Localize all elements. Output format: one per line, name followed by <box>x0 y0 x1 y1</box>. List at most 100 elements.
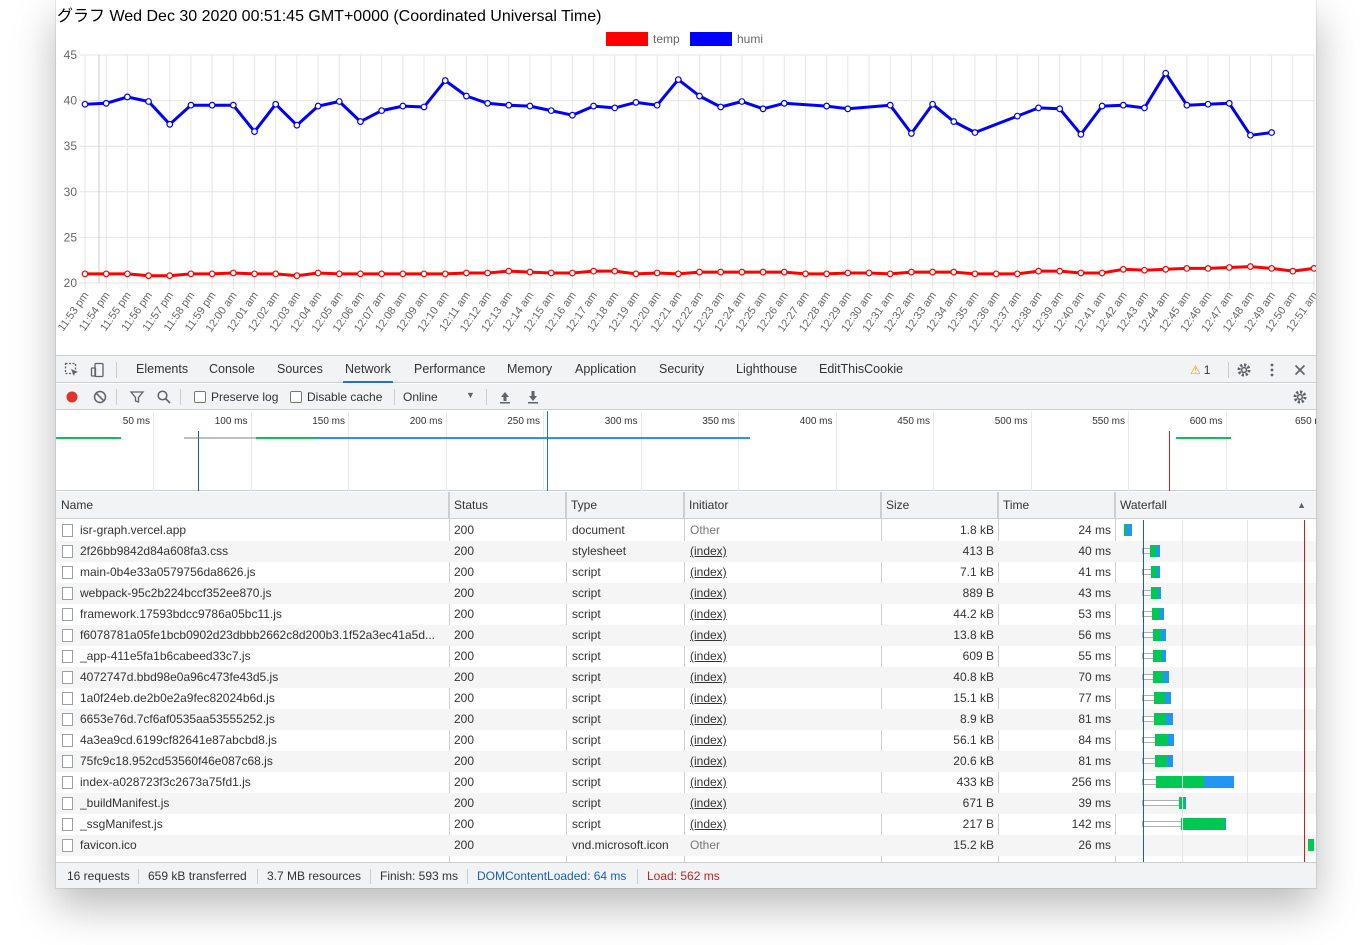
tab-editthiscookie[interactable]: EditThisCookie <box>819 362 904 376</box>
waterfall-queued <box>1142 653 1154 659</box>
request-row[interactable]: _app-411e5fa1b6cabeed33c7.js 200 script (in… <box>56 646 1316 667</box>
request-initiator-link[interactable]: (index) <box>690 691 727 705</box>
request-row[interactable]: 1a0f24eb.de2b0e2a9fec82024b6d.js 200 scrip… <box>56 688 1316 709</box>
column-header-type[interactable]: Type <box>566 492 684 519</box>
request-initiator-link[interactable]: (index) <box>690 628 727 642</box>
tab-network[interactable]: Network <box>343 356 393 383</box>
request-row[interactable]: framework.17593bdcc9786a05bc11.js 200 scri… <box>56 604 1316 625</box>
request-name: favicon.ico <box>80 838 137 852</box>
overview-gridline <box>153 411 154 491</box>
request-row[interactable]: main-0b4e33a0579756da8626.js 200 script (in… <box>56 562 1316 583</box>
request-row[interactable]: 2f26bb9842d84a608fa3.css 200 stylesheet (in… <box>56 541 1316 562</box>
overview-gridline <box>1030 411 1032 491</box>
load-marker <box>1169 431 1170 491</box>
data-point-temp <box>907 268 915 276</box>
throttling-select[interactable]: Online ▼ <box>403 390 475 404</box>
data-point-temp <box>632 270 640 278</box>
request-time: 70 ms <box>1078 670 1111 684</box>
request-row[interactable]: f6078781a05fe1bcb0902d23dbbb2662c8d200b3… <box>56 625 1316 646</box>
column-header-status[interactable]: Status <box>449 492 566 519</box>
column-header-time[interactable]: Time <box>998 492 1115 519</box>
data-point-temp <box>653 269 661 277</box>
request-row[interactable]: favicon.ico 200 vnd.microsoft.icon Other 15.… <box>56 835 1316 856</box>
request-size: 44.2 kB <box>953 607 994 621</box>
request-row[interactable]: webpack-95c2b224bccf352ee870.js 200 script… <box>56 583 1316 604</box>
warnings-indicator[interactable]: ⚠ 1 <box>1190 360 1224 380</box>
data-point-temp <box>293 272 301 280</box>
request-time: 256 ms <box>1071 775 1111 789</box>
waterfall-queued <box>1142 611 1153 617</box>
waterfall-waiting <box>1153 671 1163 683</box>
settings-gear-icon[interactable] <box>1234 360 1254 380</box>
import-har-icon[interactable] <box>495 387 515 407</box>
tab-memory[interactable]: Memory <box>507 362 553 376</box>
tab-security[interactable]: Security <box>659 362 705 376</box>
request-row[interactable]: 6653e76d.7cf6af0535aa53555252.js 200 scrip… <box>56 709 1316 730</box>
request-row[interactable]: 4072747d.bbd98e0a96c473fe43d5.js 200 scrip… <box>56 667 1316 688</box>
request-name: _app-411e5fa1b6cabeed33c7.js <box>80 649 251 663</box>
data-point-temp <box>251 270 258 278</box>
request-initiator-link[interactable]: (index) <box>690 775 727 789</box>
request-initiator-link[interactable]: (index) <box>690 670 727 684</box>
waterfall-queued-outline <box>1142 611 1153 617</box>
tab-application[interactable]: Application <box>575 362 637 376</box>
request-initiator-link[interactable]: (index) <box>690 712 727 726</box>
request-initiator-link[interactable]: (index) <box>690 586 727 600</box>
waterfall-queued <box>1142 737 1156 743</box>
data-point-humi <box>696 92 703 100</box>
network-settings-gear-icon[interactable] <box>1290 387 1310 407</box>
data-point-temp <box>1183 265 1191 272</box>
request-row[interactable]: 75fc9c18.952cd53560f46e087c68.js 200 scrip… <box>56 751 1316 772</box>
checkbox-box[interactable] <box>290 391 302 403</box>
inspect-element-icon[interactable] <box>62 360 82 380</box>
request-initiator-link[interactable]: (index) <box>690 544 727 558</box>
column-header-size[interactable]: Size <box>881 492 998 519</box>
search-icon[interactable] <box>154 387 174 407</box>
request-time: 53 ms <box>1078 607 1111 621</box>
request-initiator-link[interactable]: (index) <box>690 607 727 621</box>
close-icon[interactable] <box>1290 360 1310 380</box>
column-header-initiator[interactable]: Initiator <box>684 492 881 519</box>
waterfall-queued-outline <box>1142 737 1156 743</box>
request-initiator-link[interactable]: (index) <box>690 649 727 663</box>
tab-console[interactable]: Console <box>209 362 255 376</box>
column-header-waterfall[interactable]: Waterfall ▲ <box>1115 492 1316 519</box>
request-status: 200 <box>454 733 475 747</box>
network-overview-timeline[interactable]: 50 ms 100 ms 150 ms 200 ms 250 ms 300 ms 350 m… <box>56 411 1316 491</box>
request-initiator-link[interactable]: (index) <box>690 733 727 747</box>
overview-tick-label: 550 ms <box>1092 416 1125 427</box>
file-icon <box>62 734 73 747</box>
waterfall-queued <box>1142 695 1155 701</box>
tab-sources[interactable]: Sources <box>277 362 323 376</box>
waterfall-queued <box>1142 590 1152 596</box>
column-header-name[interactable]: Name <box>56 492 449 519</box>
request-type: script <box>572 628 601 642</box>
request-initiator-link[interactable]: (index) <box>690 796 727 810</box>
tab-lighthouse[interactable]: Lighthouse <box>736 362 798 376</box>
waterfall-download <box>1156 545 1160 557</box>
request-initiator-link[interactable]: (index) <box>690 817 727 831</box>
tab-elements[interactable]: Elements <box>136 362 189 376</box>
request-status: 200 <box>454 544 475 558</box>
overview-tick-label: 250 ms <box>507 416 540 427</box>
record-icon[interactable] <box>62 387 82 407</box>
clear-icon[interactable] <box>90 387 110 407</box>
disable-cache-checkbox[interactable]: Disable cache <box>290 390 382 404</box>
request-row[interactable]: _buildManifest.js 200 script (index) 671 B 39… <box>56 793 1316 814</box>
tab-performance[interactable]: Performance <box>414 362 486 376</box>
request-type: script <box>572 649 601 663</box>
request-row[interactable]: _ssgManifest.js 200 script (index) 217 B 142 … <box>56 814 1316 835</box>
device-toolbar-icon[interactable] <box>88 360 108 380</box>
request-row[interactable]: isr-graph.vercel.app 200 document Other 1.8 … <box>56 520 1316 541</box>
filter-icon[interactable] <box>127 387 147 407</box>
request-row[interactable]: 4a3ea9cd.6199cf82641e87abcbd8.js 200 scrip… <box>56 730 1316 751</box>
export-har-icon[interactable] <box>523 387 543 407</box>
more-options-icon[interactable] <box>1262 360 1282 380</box>
preserve-log-checkbox[interactable]: Preserve log <box>194 390 278 404</box>
data-point-humi <box>145 98 152 105</box>
request-initiator-link[interactable]: (index) <box>690 754 727 768</box>
checkbox-box[interactable] <box>194 391 206 403</box>
request-row[interactable]: index-a028723f3c2673a75fd1.js 200 script (i… <box>56 772 1316 793</box>
request-initiator-link[interactable]: (index) <box>690 565 727 579</box>
